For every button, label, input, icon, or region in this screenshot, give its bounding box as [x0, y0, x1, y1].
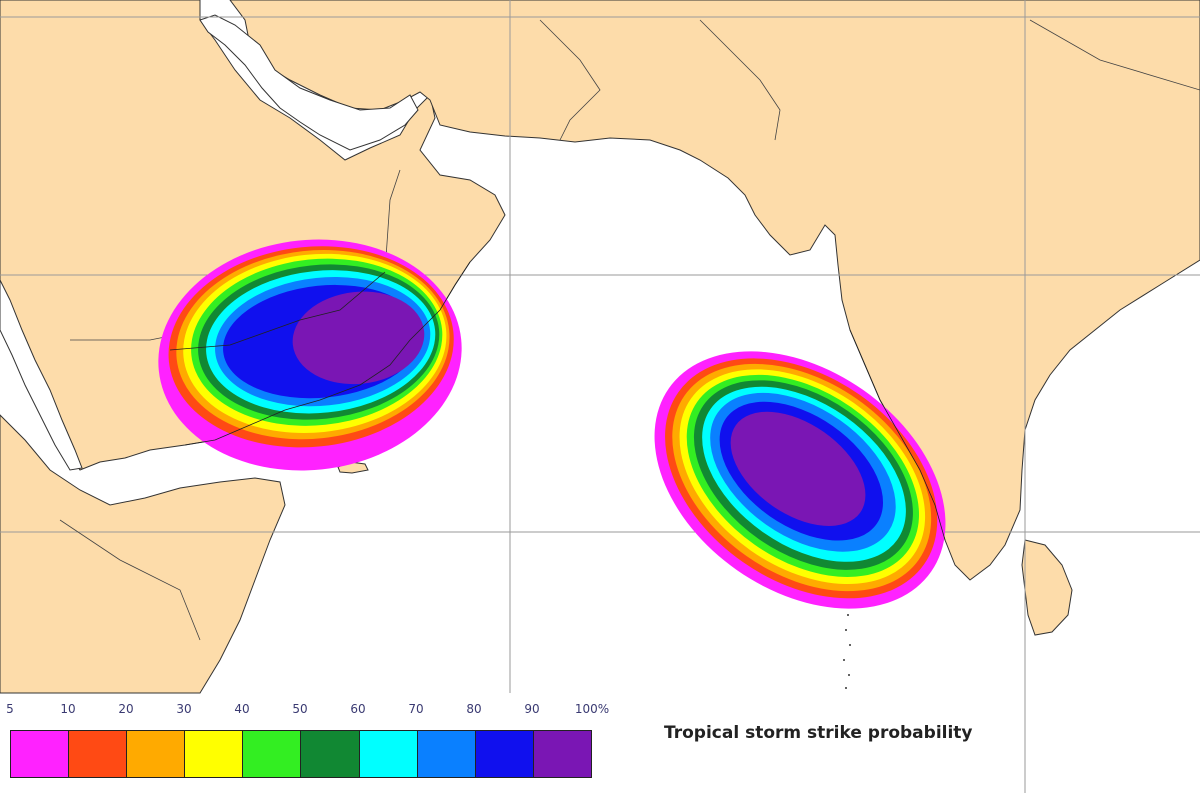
legend-swatch [417, 731, 476, 777]
legend-swatch [185, 731, 244, 777]
legend-swatch [243, 731, 302, 777]
legend-label: 80 [466, 702, 482, 716]
legend-label: 90 [524, 702, 540, 716]
legend-label: 10 [60, 702, 76, 716]
legend-swatch [127, 731, 186, 777]
land-sri-lanka [1021, 539, 1073, 636]
prob-band-90 [730, 411, 866, 526]
legend-swatch [301, 731, 360, 777]
legend-labels: 5 10 20 30 40 50 60 70 80 90 100% [0, 702, 640, 722]
red-sea [0, 279, 83, 471]
persian-gulf [199, 14, 419, 151]
legend-swatch [11, 731, 70, 777]
legend-swatch [69, 731, 128, 777]
storm-west-arabian-sea [158, 239, 462, 471]
land-horn-of-africa [0, 414, 286, 694]
legend-swatch [359, 731, 418, 777]
legend-label: 100% [574, 702, 610, 716]
legend-label: 30 [176, 702, 192, 716]
legend-swatch [475, 731, 534, 777]
prob-band-90 [292, 291, 425, 385]
storm-east-arabian-sea [654, 351, 946, 609]
legend-label: 5 [6, 702, 14, 716]
legend-label: 20 [118, 702, 134, 716]
land-iran-pakistan [229, 0, 1200, 581]
legend-label: 40 [234, 702, 250, 716]
legend-swatch [533, 731, 591, 777]
coastline-overlay [169, 261, 946, 541]
islands [843, 614, 851, 689]
legend-label: 50 [292, 702, 308, 716]
legend-label: 70 [408, 702, 424, 716]
map-caption: Tropical storm strike probability [664, 723, 973, 743]
legend-label: 60 [350, 702, 366, 716]
legend-color-bar [10, 730, 592, 778]
